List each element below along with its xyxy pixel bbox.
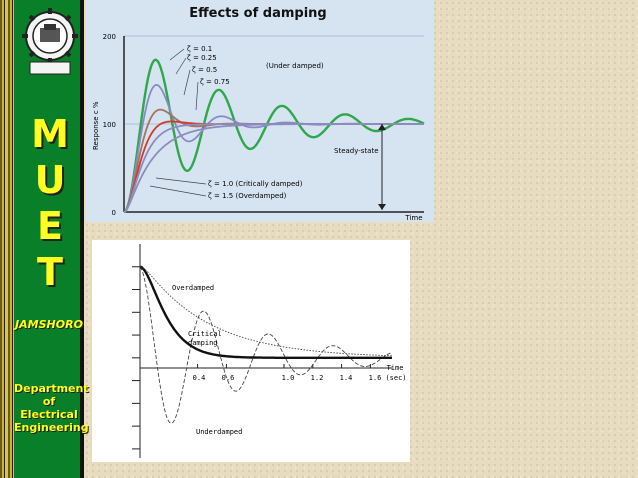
- zeta-label: ζ = 0.5: [192, 66, 217, 74]
- underdamped-annotation: (Under damped): [266, 62, 324, 70]
- x-tick-label: 0.4: [193, 374, 206, 382]
- steady-state-annotation: Steady-state: [334, 147, 379, 155]
- chart-axes: [123, 36, 424, 213]
- y-tick-label: 200: [103, 33, 116, 41]
- chart-title: Effects of damping: [189, 6, 326, 21]
- x-tick-label: 1.0: [282, 374, 295, 382]
- dept-line: Engineering: [14, 421, 89, 434]
- critical-label: Critical: [188, 330, 222, 338]
- y-tick-label: 100: [103, 121, 116, 129]
- critical-label: damping: [188, 339, 218, 347]
- arrow-head-up: [378, 124, 386, 130]
- critical-annotation: ζ = 1.0 (Critically damped): [208, 180, 303, 188]
- zeta-label: ζ = 0.25: [187, 54, 217, 62]
- dept-line: of: [42, 395, 56, 408]
- x-tick-label: 1.2: [311, 374, 324, 382]
- x-axis-label: Time: [404, 214, 422, 222]
- series-zeta-1-5: [123, 123, 424, 213]
- y-axis-label: Response c %: [92, 101, 100, 150]
- overdamped-curve: [139, 266, 392, 357]
- series-zeta-0-1: [123, 58, 425, 214]
- series-group: [139, 265, 393, 424]
- response-chart: 0.4 0.6 1.0 1.2 1.4 1.6 Time (sec) Overd…: [132, 244, 407, 458]
- underdamped-label: Underdamped: [196, 428, 242, 436]
- underdamped-curve: [139, 266, 393, 424]
- y-tick-label: 0: [112, 209, 116, 217]
- dept-line: Department: [14, 382, 89, 395]
- zeta-label: ζ = 0.1: [187, 45, 212, 53]
- letter-e: E: [37, 204, 63, 248]
- annotation-leaders: [149, 48, 207, 197]
- damping-chart: Effects of damping 200 100 0 Response c …: [92, 6, 425, 222]
- letter-u: U: [34, 158, 66, 202]
- overdamped-annotation: ζ = 1.5 (Overdamped): [208, 192, 287, 200]
- arrow-head-down: [378, 204, 386, 210]
- chart-ticks: [132, 266, 371, 450]
- city-label: JAMSHORO: [15, 318, 83, 331]
- zeta-label: ζ = 0.75: [200, 78, 230, 86]
- x-axis-unit: (sec): [385, 374, 406, 382]
- sidebar: M U E T JAMSHORO Department of Electrica…: [0, 0, 89, 478]
- dept-line: Electrical: [20, 408, 78, 421]
- decorative-stripe: [0, 0, 14, 478]
- x-tick-label: 1.4: [340, 374, 353, 382]
- series-group: [123, 58, 425, 214]
- critical-damping-curve: [139, 265, 392, 359]
- letter-t: T: [37, 250, 63, 294]
- x-tick-label: 1.6: [369, 374, 382, 382]
- university-logo-icon: [22, 8, 78, 75]
- x-tick-label: 0.6: [222, 374, 235, 382]
- response-chart-panel: 0.4 0.6 1.0 1.2 1.4 1.6 Time (sec) Overd…: [92, 240, 410, 462]
- damping-chart-panel: Effects of damping 200 100 0 Response c …: [86, 0, 434, 222]
- x-axis-label: Time: [387, 364, 404, 372]
- department-label: Department of Electrical Engineering: [14, 382, 89, 434]
- overdamped-label: Overdamped: [172, 284, 214, 292]
- letter-m: M: [31, 112, 69, 156]
